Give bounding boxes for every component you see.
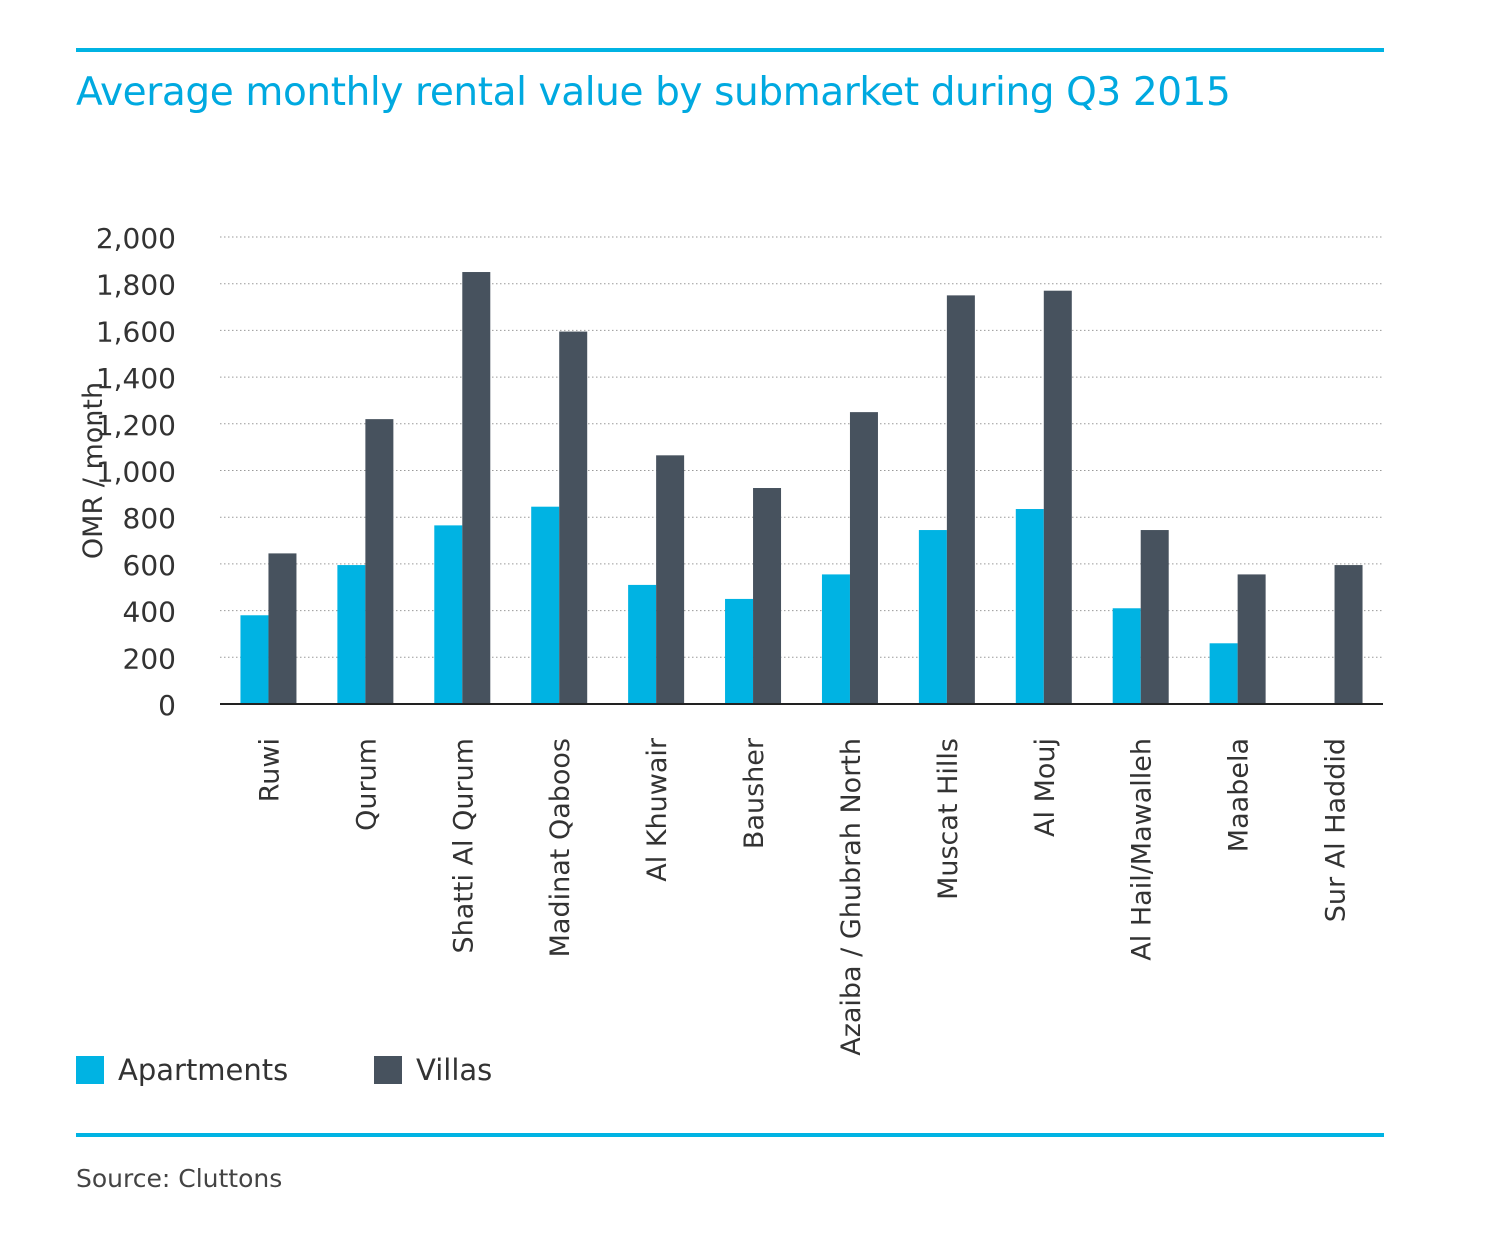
- legend-label-villas: Villas: [416, 1053, 493, 1087]
- bar-apartments-4: [628, 584, 657, 704]
- bar-villas-1: [365, 419, 394, 704]
- bar-villas-3: [559, 331, 588, 704]
- y-axis-title: OMR / month: [78, 382, 109, 559]
- bar-apartments-1: [337, 565, 366, 704]
- bar-apartments-3: [531, 506, 560, 704]
- bar-apartments-0: [240, 615, 269, 704]
- x-tick-label: Shatti Al Qurum: [448, 738, 479, 954]
- y-tick-label: 200: [123, 642, 176, 675]
- x-tick-label: Muscat Hills: [933, 738, 964, 900]
- bottom-rule: [76, 1133, 1384, 1137]
- bar-villas-6: [849, 412, 878, 704]
- y-tick-label: 1,400: [96, 362, 176, 395]
- y-tick-label: 600: [123, 549, 176, 582]
- x-tick-label: Madinat Qaboos: [545, 738, 576, 957]
- x-tick-label: Azaiba / Ghubrah North: [836, 738, 867, 1056]
- x-tick-label: Al Khuwair: [642, 737, 673, 882]
- bar-villas-0: [268, 553, 297, 704]
- bar-apartments-10: [1209, 643, 1238, 704]
- x-tick-label: Qurum: [351, 738, 382, 831]
- bar-villas-8: [1043, 290, 1072, 704]
- bar-apartments-8: [1015, 509, 1044, 704]
- x-tick-label: Sur Al Haddid: [1321, 738, 1352, 922]
- legend-label-apartments: Apartments: [118, 1053, 289, 1087]
- bar-apartments-2: [434, 525, 463, 704]
- legend-item-villas: Villas: [374, 1050, 492, 1090]
- top-rule: [76, 48, 1384, 52]
- x-tick-label: Al Mouj: [1030, 738, 1061, 837]
- legend-item-apartments: Apartments: [76, 1050, 288, 1090]
- bar-apartments-9: [1112, 608, 1141, 704]
- y-tick-label: 800: [123, 502, 176, 535]
- bar-apartments-7: [918, 530, 947, 704]
- bar-villas-7: [946, 295, 975, 704]
- y-tick-label: 0: [158, 689, 176, 722]
- y-tick-label: 1,800: [96, 269, 176, 302]
- legend-swatch-villas: [374, 1056, 402, 1084]
- bar-villas-11: [1334, 565, 1363, 704]
- x-tick-label: Maabela: [1224, 738, 1255, 852]
- bar-villas-2: [462, 272, 491, 704]
- bar-villas-5: [753, 488, 782, 704]
- y-tick-label: 1,200: [96, 409, 176, 442]
- x-tick-label: Bausher: [739, 737, 770, 849]
- y-tick-label: 1,000: [96, 456, 176, 489]
- legend-swatch-apartments: [76, 1056, 104, 1084]
- bar-villas-9: [1140, 530, 1169, 704]
- y-tick-label: 1,600: [96, 315, 176, 348]
- y-tick-label: 400: [123, 596, 176, 629]
- source-note: Source: Cluttons: [76, 1164, 283, 1193]
- bar-apartments-6: [821, 574, 850, 704]
- page-title: Average monthly rental value by submarke…: [76, 70, 1231, 115]
- x-tick-label: Ruwi: [254, 738, 285, 802]
- x-tick-label: Al Hail/Mawalleh: [1127, 738, 1158, 961]
- bar-villas-10: [1237, 574, 1266, 704]
- bar-villas-4: [656, 455, 685, 704]
- bar-apartments-5: [725, 598, 754, 704]
- y-tick-label: 2,000: [96, 222, 176, 255]
